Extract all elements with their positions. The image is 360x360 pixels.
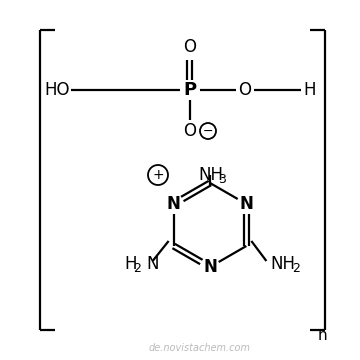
- Text: O: O: [184, 38, 197, 56]
- Text: de.novistachem.com: de.novistachem.com: [149, 343, 251, 353]
- Text: 2: 2: [292, 262, 300, 275]
- Text: O: O: [238, 81, 252, 99]
- Text: 3: 3: [218, 172, 226, 185]
- Text: N: N: [239, 195, 253, 213]
- Text: HO: HO: [45, 81, 70, 99]
- Text: +: +: [152, 168, 164, 182]
- Text: N: N: [147, 255, 159, 273]
- Text: NH: NH: [270, 255, 295, 273]
- Text: P: P: [184, 81, 197, 99]
- Text: H: H: [124, 255, 137, 273]
- Text: N: N: [203, 258, 217, 276]
- Text: 2: 2: [133, 262, 140, 275]
- Text: N: N: [167, 195, 181, 213]
- Text: NH: NH: [198, 166, 223, 184]
- Text: n: n: [318, 328, 328, 342]
- Text: H: H: [304, 81, 316, 99]
- Text: −: −: [203, 125, 213, 138]
- Text: O: O: [184, 122, 197, 140]
